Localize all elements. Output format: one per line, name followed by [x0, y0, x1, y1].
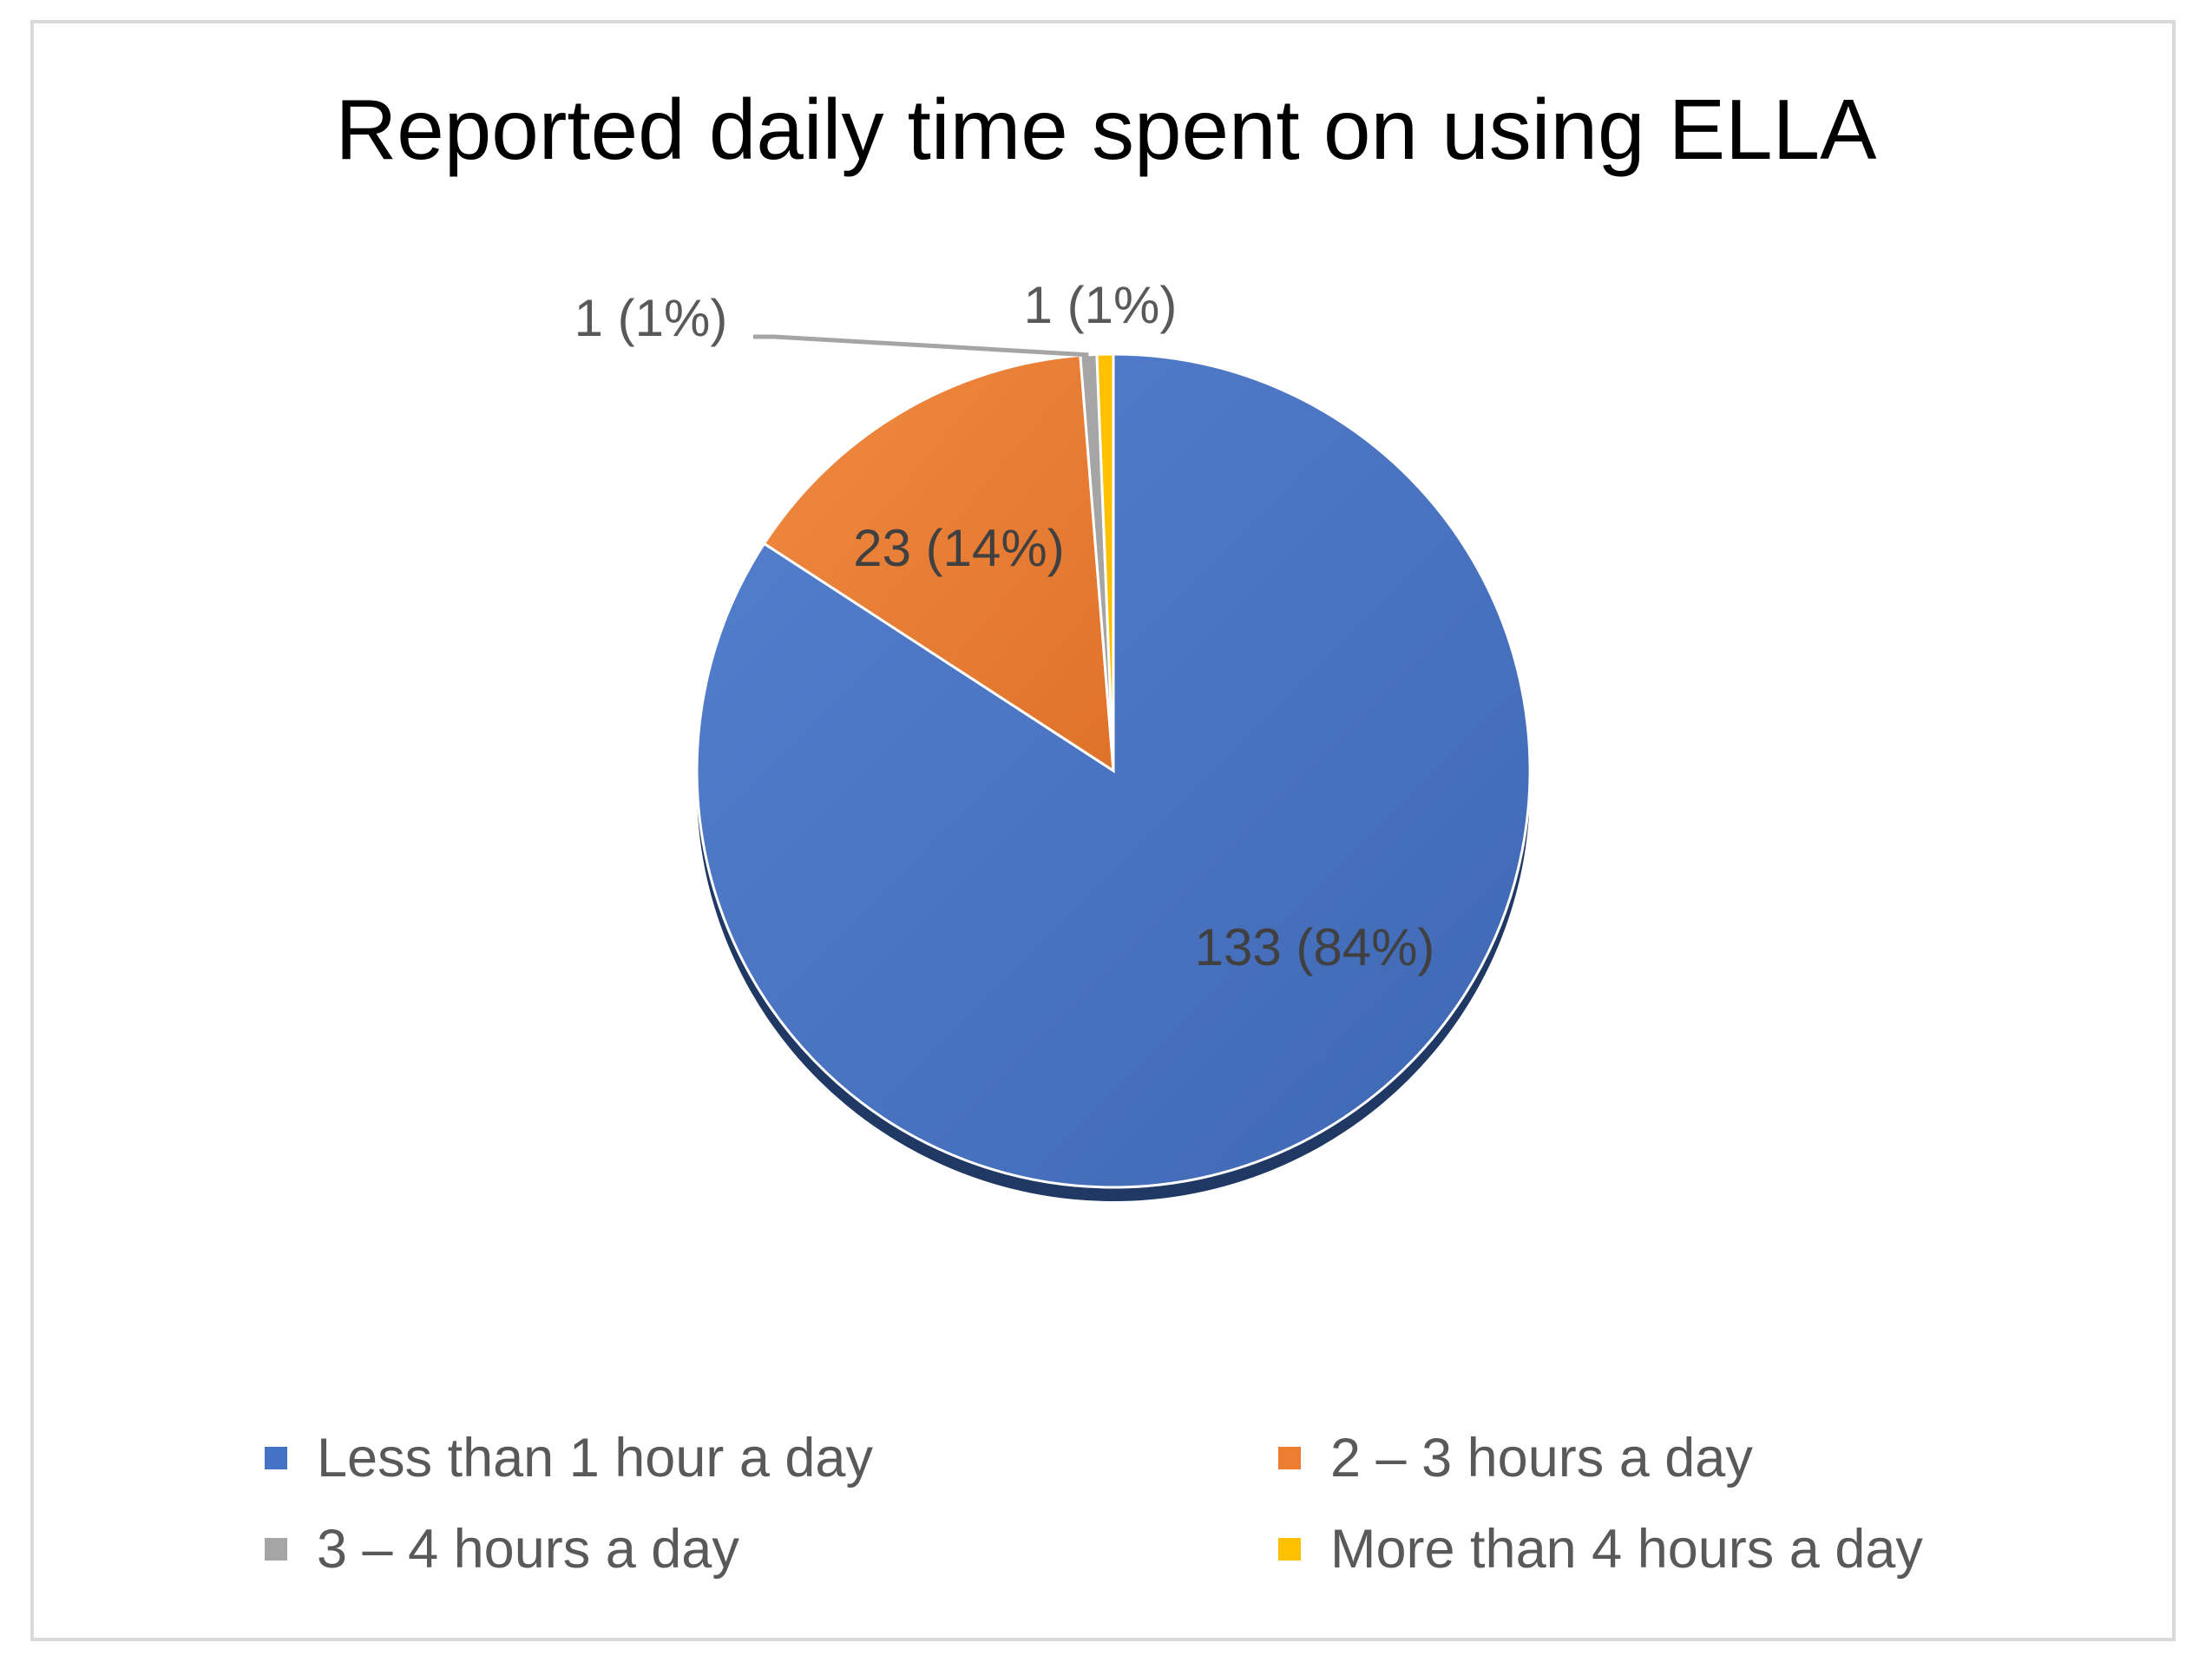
legend-swatch-orange: [1278, 1447, 1301, 1469]
legend-item-3-4-hours: 3 – 4 hours a day: [265, 1515, 739, 1584]
data-label-3-4-hours-a-day: 1 (1%): [574, 289, 728, 347]
legend-label: 3 – 4 hours a day: [317, 1519, 739, 1580]
chart-title: Reported daily time spent on using ELLA: [335, 82, 1877, 177]
data-labels: 133 (84%) 23 (14%) 1 (1%) 1 (1%): [574, 276, 1435, 976]
pie-slice-more-than-4-hours-a-day: [1095, 352, 1115, 772]
legend-label: Less than 1 hour a day: [317, 1428, 873, 1488]
legend-item-more-than-4-hours: More than 4 hours a day: [1278, 1515, 1923, 1584]
leader-line-3-4-hours: [753, 334, 1089, 358]
legend-swatch-yellow: [1278, 1538, 1301, 1561]
legend-label: More than 4 hours a day: [1330, 1519, 1923, 1580]
legend-swatch-blue: [265, 1447, 287, 1469]
data-label-less-than-1-hour-a-day: 133 (84%): [1195, 918, 1435, 976]
legend-item-less-than-1-hour: Less than 1 hour a day: [265, 1423, 873, 1493]
legend: Less than 1 hour a day 2 – 3 hours a day…: [0, 1423, 2212, 1597]
pie-slices: [695, 352, 1532, 1189]
data-label-2-3-hours-a-day: 23 (14%): [853, 519, 1064, 577]
legend-label: 2 – 3 hours a day: [1330, 1428, 1753, 1488]
pie-slice-2-3-hours-a-day: [762, 353, 1115, 773]
data-label-more-than-4-hours-a-day: 1 (1%): [1024, 276, 1178, 334]
leader-lines: [753, 334, 1089, 358]
legend-item-2-3-hours: 2 – 3 hours a day: [1278, 1423, 1753, 1493]
legend-swatch-gray: [265, 1538, 287, 1561]
